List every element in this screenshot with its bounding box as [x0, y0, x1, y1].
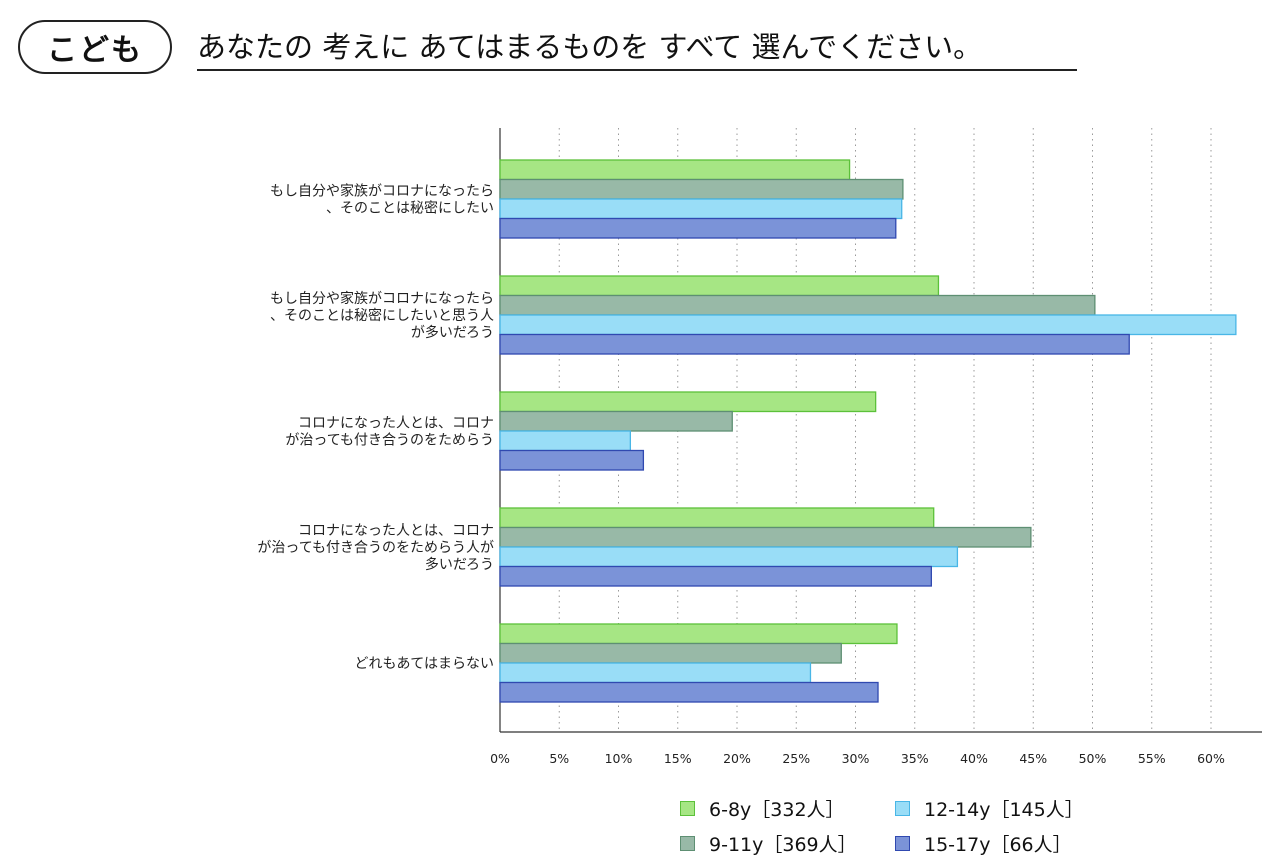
category-label-3-line-2: 多いだろう [425, 556, 494, 573]
bar-cat1-series1 [499, 294, 1096, 316]
category-label-1: もし自分や家族がコロナになったら、そのことは秘密にしたいと思う人が多いだろう [270, 290, 494, 341]
category-label-1-line-1: 、そのことは秘密にしたいと思う人 [270, 307, 494, 324]
bar-cat1-series3 [499, 333, 1130, 355]
x-tick-label-20: 20% [723, 751, 751, 766]
bar-cat4-series1 [499, 642, 842, 664]
audience-badge: こども [18, 20, 172, 74]
bar-cat4-series0 [499, 623, 898, 645]
legend-label-15-17y: 15-17y［66人］ [924, 834, 1072, 856]
x-tick-label-50: 50% [1079, 751, 1107, 766]
bar-cat4-series3 [499, 681, 879, 703]
bar-cat4-series2 [499, 662, 812, 684]
x-tick-label-5: 5% [549, 751, 569, 766]
x-tick-label-45: 45% [1019, 751, 1047, 766]
x-tick-label-55: 55% [1138, 751, 1166, 766]
x-tick-label-35: 35% [901, 751, 929, 766]
bar-cat0-series2 [499, 198, 903, 220]
x-tick-label-30: 30% [842, 751, 870, 766]
category-label-2-line-1: が治っても付き合うのをためらう [285, 433, 494, 449]
x-tick-label-25: 25% [782, 751, 810, 766]
bar-cat3-series1 [499, 526, 1032, 548]
legend: 6-8y［332人］ 9-11y［369人］ 12-14y［145人］ 15-1… [680, 795, 1120, 857]
bar-cat0-series3 [499, 217, 897, 239]
bar-cat3-series2 [499, 546, 959, 568]
x-tick-label-0: 0% [490, 751, 510, 766]
x-tick-label-40: 40% [960, 751, 988, 766]
category-label-0-line-1: 、そのことは秘密にしたい [326, 200, 494, 217]
category-label-3: コロナになった人とは、コロナが治っても付き合うのをためらう人が多いだろう [257, 523, 494, 573]
category-label-3-line-1: が治っても付き合うのをためらう人が [257, 540, 494, 556]
x-tick-label-15: 15% [664, 751, 692, 766]
category-label-2: コロナになった人とは、コロナが治っても付き合うのをためらう [285, 416, 494, 449]
legend-item-9-11y: 9-11y［369人］ [680, 830, 857, 857]
legend-label-9-11y: 9-11y［369人］ [709, 834, 857, 856]
legend-item-15-17y: 15-17y［66人］ [895, 830, 1072, 857]
legend-swatch-6-8y [680, 801, 695, 816]
legend-swatch-15-17y [895, 836, 910, 851]
legend-swatch-9-11y [680, 836, 695, 851]
bar-cat1-series0 [499, 275, 940, 297]
bar-cat1-series2 [499, 314, 1237, 336]
x-tick-label-10: 10% [605, 751, 633, 766]
legend-label-12-14y: 12-14y［145人］ [924, 799, 1084, 821]
legend-label-6-8y: 6-8y［332人］ [709, 799, 845, 821]
category-label-1-line-0: もし自分や家族がコロナになったら [270, 290, 494, 307]
category-label-2-line-0: コロナになった人とは、コロナ [298, 416, 494, 432]
bar-cat3-series3 [499, 565, 932, 587]
legend-swatch-12-14y [895, 801, 910, 816]
category-label-3-line-0: コロナになった人とは、コロナ [298, 523, 494, 539]
bar-cat3-series0 [499, 507, 935, 529]
bar-cat2-series3 [499, 449, 645, 471]
bar-cat2-series1 [499, 410, 733, 432]
legend-item-6-8y: 6-8y［332人］ [680, 795, 845, 822]
category-label-4: どれもあてはまらない [355, 656, 494, 672]
bar-cat0-series0 [499, 159, 851, 181]
bar-cat2-series0 [499, 391, 877, 413]
category-label-4-line-0: どれもあてはまらない [355, 656, 494, 672]
bar-cat0-series1 [499, 178, 904, 200]
bar-cat2-series2 [499, 430, 632, 452]
category-label-0: もし自分や家族がコロナになったら、そのことは秘密にしたい [270, 183, 494, 217]
legend-item-12-14y: 12-14y［145人］ [895, 795, 1084, 822]
category-label-1-line-2: が多いだろう [411, 324, 494, 341]
category-label-0-line-0: もし自分や家族がコロナになったら [270, 183, 494, 200]
question-title: あなたの 考えに あてはまるものを すべて 選んでください。 [197, 27, 1077, 71]
x-tick-label-60: 60% [1197, 751, 1225, 766]
